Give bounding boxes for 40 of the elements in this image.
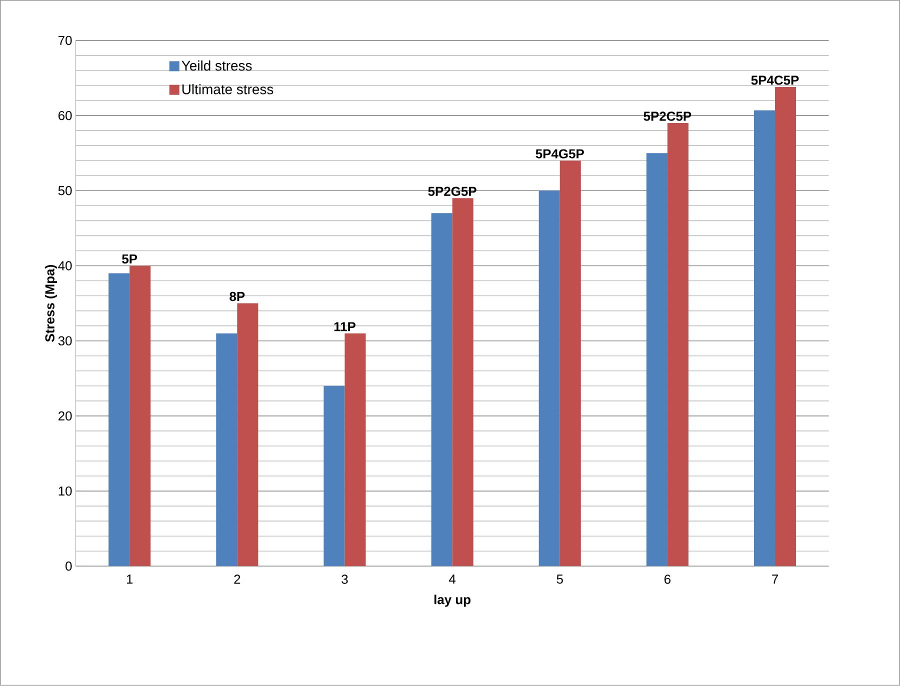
y-tick-label: 30 — [58, 336, 72, 346]
annotation: 5P4C5P — [751, 76, 799, 85]
bar — [538, 190, 560, 566]
annotation: 5P — [122, 254, 138, 264]
bar — [344, 333, 366, 566]
y-axis-title: Stress (Mpa) — [44, 265, 57, 342]
x-tick-label: 6 — [664, 574, 670, 584]
bar — [452, 198, 474, 566]
legend-label: Yeild stress — [182, 60, 252, 71]
annotation: 5P2G5P — [428, 186, 476, 196]
y-tick-label: 60 — [58, 111, 72, 120]
legend-label: Ultimate stress — [182, 84, 274, 94]
x-axis-title: lay up — [434, 594, 470, 607]
y-tick-label: 20 — [58, 411, 72, 421]
bar — [560, 160, 581, 566]
annotation: 8P — [230, 292, 245, 302]
bar — [775, 87, 796, 566]
y-tick-label: 50 — [58, 186, 72, 196]
y-tick-label: 10 — [58, 486, 72, 496]
bar — [237, 303, 258, 566]
x-tick-label: 4 — [448, 574, 456, 584]
annotation: 11P — [334, 322, 356, 332]
y-tick-label: 0 — [66, 562, 72, 571]
bar — [667, 123, 688, 566]
x-tick-label: 1 — [126, 574, 133, 584]
bar — [130, 266, 151, 566]
annotation: 5P2C5P — [644, 112, 692, 121]
y-tick-label: 70 — [58, 36, 72, 46]
x-tick-label: 2 — [234, 574, 240, 584]
bar — [431, 213, 452, 566]
annotation: 5P4G5P — [536, 149, 584, 159]
bar — [754, 110, 776, 566]
bar — [216, 333, 238, 566]
x-tick-label: 3 — [342, 574, 348, 584]
x-tick-label: 5 — [556, 574, 563, 584]
x-tick-label: 7 — [772, 574, 778, 584]
bar — [324, 386, 345, 566]
y-tick-label: 40 — [58, 261, 72, 270]
bar — [646, 153, 668, 566]
bar — [108, 273, 130, 566]
